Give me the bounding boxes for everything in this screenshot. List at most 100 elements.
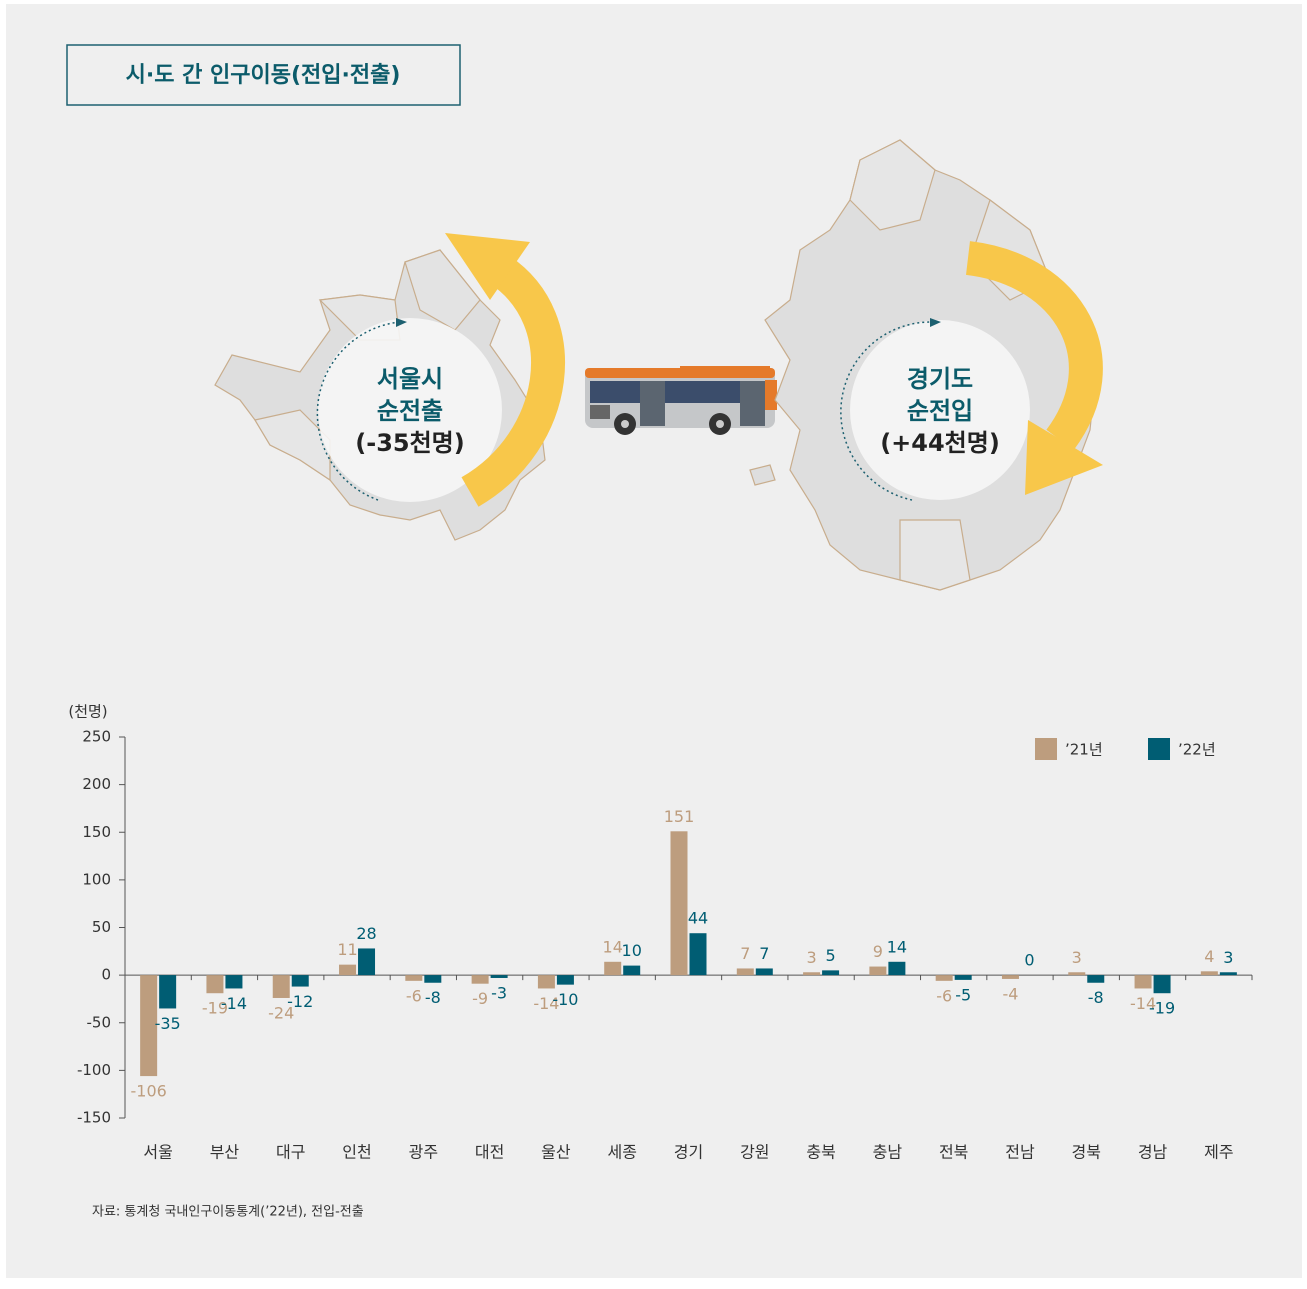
value-label: 7 [759,944,769,963]
bar [670,831,688,976]
x-tick-label: 강원 [740,1143,769,1162]
bar [159,975,177,1009]
bar [272,975,290,998]
value-label: -8 [425,988,441,1007]
bar [405,975,423,981]
value-label: -8 [1088,988,1104,1007]
background [6,4,1302,1278]
value-label: -3 [491,983,507,1002]
bar [689,933,707,976]
bar [424,975,442,983]
bar [1001,975,1019,979]
y-tick-label: 250 [82,728,111,746]
seoul-circle [318,318,502,502]
value-label: -35 [155,1014,181,1033]
bar [1087,975,1105,983]
gyeonggi-line: 경기도 [907,365,973,393]
yellow-arrow [965,241,1103,451]
bar [803,972,821,976]
bar [822,970,840,976]
bar [291,975,309,987]
legend-label: ’22년 [1178,741,1216,759]
title: 시·도 간 인구이동(전입·전출) [126,63,401,88]
gyeonggi-line: 순전입 [907,397,973,425]
y-tick-label: 50 [92,918,111,936]
value-label: 9 [873,942,883,961]
value-label: 3 [1223,948,1233,967]
bar [869,966,887,976]
value-label: -19 [1149,999,1175,1018]
bar [225,975,243,989]
bar [954,975,972,980]
bar [1068,972,1086,976]
arrowhead [396,318,407,327]
x-tick-label: 세종 [607,1143,636,1162]
value-label: 44 [688,909,708,928]
bar [736,968,754,976]
bar [537,975,555,989]
gyeonggi-circle [850,320,1030,500]
bar [1200,971,1218,976]
y-tick-label: 150 [82,823,111,841]
bar [604,961,622,976]
bar [935,975,953,981]
bar [339,964,357,976]
bar [471,975,489,984]
value-label: 14 [887,937,907,956]
seoul-line: 서울시 [377,365,443,393]
bar [1219,972,1237,976]
value-label: -106 [130,1082,166,1101]
bar [206,975,224,994]
source: 자료: 통계청 국내인구이동통계(’22년), 전입-전출 [92,1205,364,1220]
y-tick-label: 0 [101,966,111,984]
value-label: 4 [1204,947,1214,966]
bar [490,975,508,978]
value-label: 151 [664,807,695,826]
x-tick-label: 서울 [143,1143,172,1162]
bar [140,975,158,1077]
gyeonggi-line: (+44천명) [880,429,1000,457]
dotted-arc [316,321,401,501]
x-tick-label: 경남 [1138,1143,1168,1162]
legend-swatch [1035,738,1057,760]
bar [556,975,574,985]
y-tick-label: -150 [77,1109,111,1127]
x-tick-label: 인천 [342,1143,371,1162]
value-label: -5 [955,985,971,1004]
value-label: 3 [1072,948,1082,967]
bar [1134,975,1152,989]
x-tick-label: 부산 [210,1143,240,1162]
bar [1153,975,1171,994]
yellow-arrow [461,255,565,507]
legend-swatch [1148,738,1170,760]
value-label: 11 [337,940,357,959]
x-tick-label: 제주 [1204,1143,1233,1162]
value-label: -12 [287,992,313,1011]
dotted-arc [840,321,931,501]
x-tick-label: 광주 [409,1143,438,1162]
value-label: -6 [406,986,422,1005]
seoul-line: (-35천명) [355,429,464,457]
arrowhead [930,318,941,327]
y-tick-label: -50 [87,1013,112,1031]
bus [585,366,777,435]
value-label: 28 [356,924,376,943]
value-label: 10 [622,941,642,960]
x-tick-label: 경기 [674,1143,703,1162]
yellow-arrowhead [1025,420,1103,495]
bar [755,968,773,976]
x-tick-label: 대구 [276,1143,305,1162]
value-label: -14 [221,994,247,1013]
value-label: -14 [1130,994,1156,1013]
value-label: -10 [552,990,578,1009]
x-tick-label: 울산 [541,1143,571,1162]
value-label: -14 [533,994,559,1013]
value-label: 7 [740,944,750,963]
chart: -150-100-50050100150200250서울-106-35부산-19… [77,728,1253,1162]
y-axis-label: (천명) [68,703,107,721]
value-label: -19 [202,999,228,1018]
seoul-line: 순전출 [377,397,443,425]
x-tick-label: 충남 [873,1143,903,1162]
bar [358,948,376,976]
